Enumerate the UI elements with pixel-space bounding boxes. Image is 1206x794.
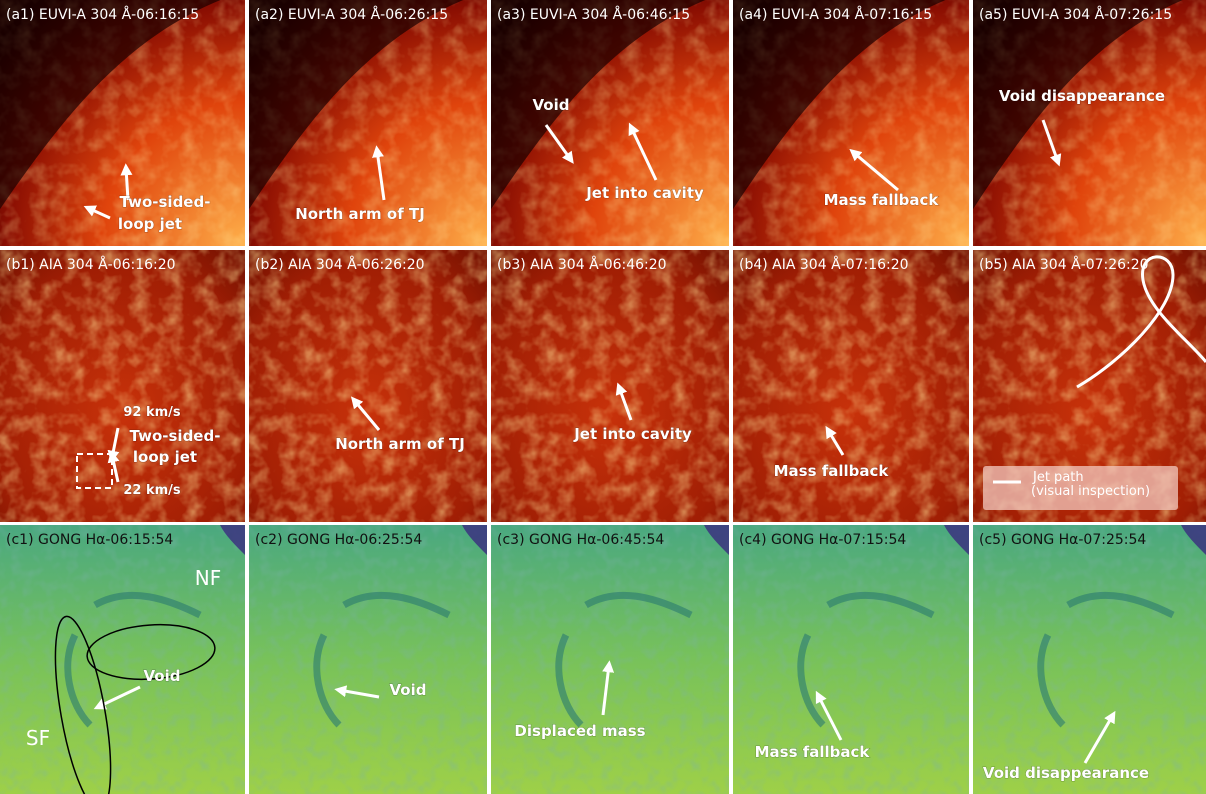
panel-grid: (a1) EUVI-A 304 Å-06:16:15 Two-sided-loop… (0, 0, 1206, 794)
panel-title: (a5) EUVI-A 304 Å-07:26:15 (979, 6, 1172, 23)
annotation: Displaced mass (514, 722, 645, 740)
panel-texture (249, 250, 487, 522)
annotation: Jet into cavity (573, 425, 692, 443)
annotation: Mass fallback (824, 191, 940, 209)
panel: (a5) EUVI-A 304 Å-07:26:15 Void disappear… (973, 0, 1206, 246)
panel-title: (c3) GONG Hα-06:45:54 (497, 532, 664, 548)
annotation: Void disappearance (983, 764, 1149, 782)
annotation: loop jet (118, 215, 182, 233)
panel-title: (a1) EUVI-A 304 Å-06:16:15 (6, 6, 199, 23)
panel-title: (c5) GONG Hα-07:25:54 (979, 532, 1146, 548)
panel: (c4) GONG Hα-07:15:54 Mass fallback (733, 525, 969, 794)
panel: (c2) GONG Hα-06:25:54 Void (249, 525, 487, 794)
panel-texture (249, 525, 487, 794)
panel: (a2) EUVI-A 304 Å-06:26:15 North arm of T… (249, 0, 487, 246)
annotation: Two-sided- (130, 427, 221, 445)
annotation: (visual inspection) (1031, 484, 1150, 499)
annotation: Void disappearance (999, 87, 1165, 105)
panel-title: (c1) GONG Hα-06:15:54 (6, 532, 173, 548)
annotation: 92 km/s (123, 405, 181, 420)
annotation: loop jet (133, 448, 197, 466)
figure: (a1) EUVI-A 304 Å-06:16:15 Two-sided-loop… (0, 0, 1206, 794)
annotation: SF (26, 726, 50, 750)
panel-title: (a3) EUVI-A 304 Å-06:46:15 (497, 6, 690, 23)
annotation: North arm of TJ (295, 205, 425, 223)
annotation: Void (144, 667, 181, 685)
panel-title: (b4) AIA 304 Å-07:16:20 (739, 256, 909, 273)
annotation: North arm of TJ (335, 435, 465, 453)
annotation: Void (533, 96, 570, 114)
panel-title: (b5) AIA 304 Å-07:26:20 (979, 256, 1149, 273)
annotation: Mass fallback (755, 743, 871, 761)
panel: (b4) AIA 304 Å-07:16:20 Mass fallback (733, 250, 969, 522)
panel-texture (733, 250, 969, 522)
panel-title: (c2) GONG Hα-06:25:54 (255, 532, 422, 548)
panel: (b1) AIA 304 Å-06:16:20 92 km/s Two-sided-… (0, 250, 245, 522)
panel: (b3) AIA 304 Å-06:46:20 Jet into cavity (491, 250, 729, 522)
panel: (c3) GONG Hα-06:45:54 Displaced mass (491, 525, 729, 794)
panel-title: (a2) EUVI-A 304 Å-06:26:15 (255, 6, 448, 23)
annotation: Jet into cavity (585, 184, 704, 202)
annotation: NF (195, 566, 221, 590)
panel-title: (b1) AIA 304 Å-06:16:20 (6, 256, 176, 273)
panel: (c1) GONG Hα-06:15:54 NF Void SF (0, 525, 245, 794)
panel-texture (491, 525, 729, 794)
panel-texture (491, 250, 729, 522)
annotation: 22 km/s (123, 483, 181, 498)
panel: (a1) EUVI-A 304 Å-06:16:15 Two-sided-loop… (0, 0, 245, 246)
panel-title: (b3) AIA 304 Å-06:46:20 (497, 256, 667, 273)
panel-title: (a4) EUVI-A 304 Å-07:16:15 (739, 6, 932, 23)
annotation: Mass fallback (774, 462, 890, 480)
panel: (a3) EUVI-A 304 Å-06:46:15 Void Jet into c… (491, 0, 729, 246)
panel-title: (b2) AIA 304 Å-06:26:20 (255, 256, 425, 273)
panel: (b5) AIA 304 Å-07:26:20 Jet path(visual i… (973, 250, 1206, 522)
panel: (a4) EUVI-A 304 Å-07:16:15 Mass fallback (733, 0, 969, 246)
panel: (c5) GONG Hα-07:25:54 Void disappearance (973, 525, 1206, 794)
panel-title: (c4) GONG Hα-07:15:54 (739, 532, 906, 548)
annotation: Void (390, 681, 427, 699)
annotation: Jet path (1032, 470, 1084, 485)
panel: (b2) AIA 304 Å-06:26:20 North arm of TJ (249, 250, 487, 522)
annotation: Two-sided- (120, 193, 211, 211)
panel-texture (0, 250, 245, 522)
